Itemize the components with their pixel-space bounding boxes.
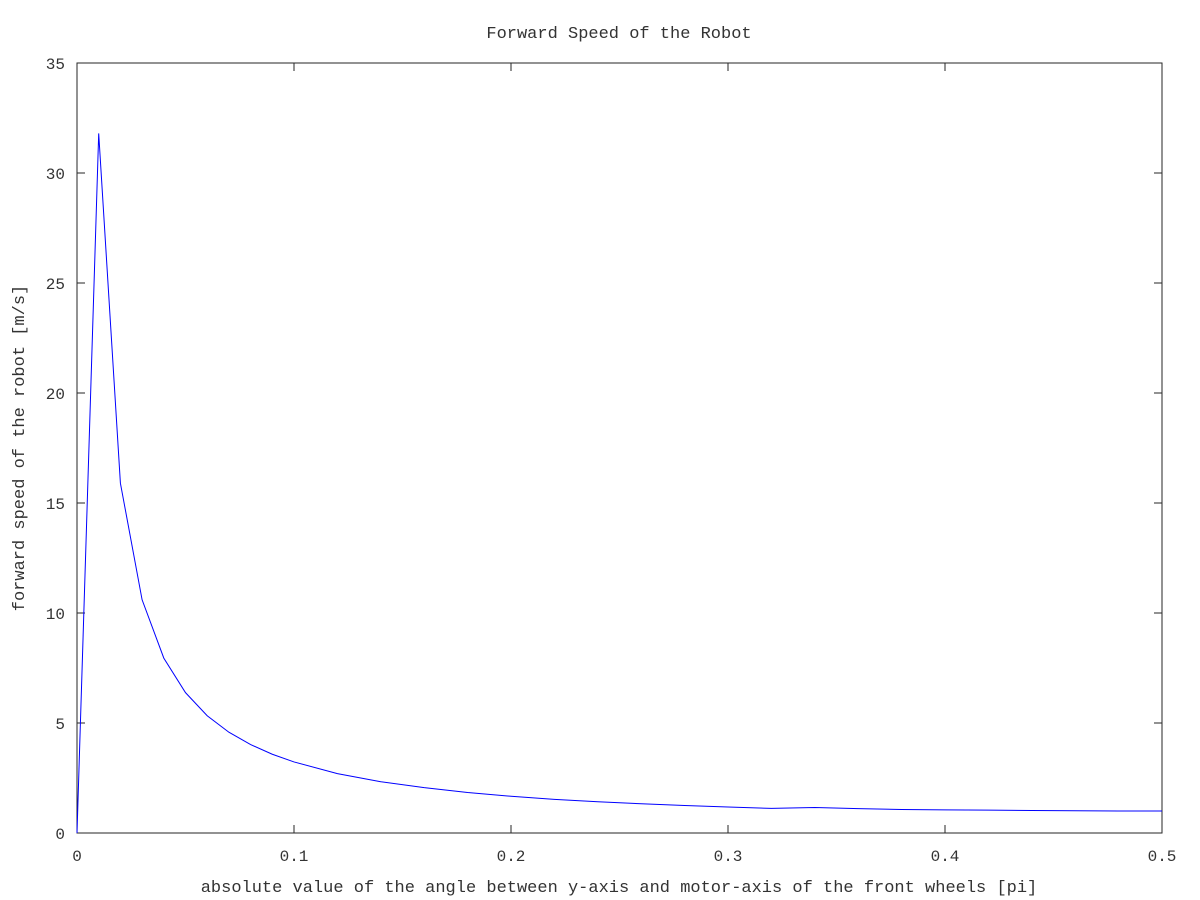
tick-labels: 0 0.1 0.2 0.3 0.4 0.5 0 5 10 15 20 25 30 35 <box>46 56 1177 866</box>
y-tick-label: 5 <box>55 716 65 734</box>
y-tick-label: 0 <box>55 826 65 844</box>
x-axis-title: absolute value of the angle between y-ax… <box>201 879 1038 898</box>
x-tick-label: 0.1 <box>280 848 309 866</box>
chart-title: Forward Speed of the Robot <box>486 25 751 44</box>
plot-area-frame <box>76 62 1163 834</box>
y-tick-label: 20 <box>46 386 65 404</box>
x-tick-label: 0.4 <box>931 848 960 866</box>
y-tick-label: 35 <box>46 56 65 74</box>
x-tick-label: 0.3 <box>714 848 743 866</box>
axis-ticks <box>76 62 1163 834</box>
y-tick-label: 25 <box>46 276 65 294</box>
y-tick-label: 15 <box>46 496 65 514</box>
series-line-forward-speed <box>76 133 1162 834</box>
y-tick-label: 10 <box>46 606 65 624</box>
y-axis-title: forward speed of the robot [m/s] <box>11 285 30 611</box>
series-layer <box>76 133 1162 834</box>
y-tick-label: 30 <box>46 166 65 184</box>
x-tick-label: 0.2 <box>497 848 526 866</box>
x-tick-label: 0 <box>72 848 82 866</box>
x-tick-label: 0.5 <box>1148 848 1177 866</box>
